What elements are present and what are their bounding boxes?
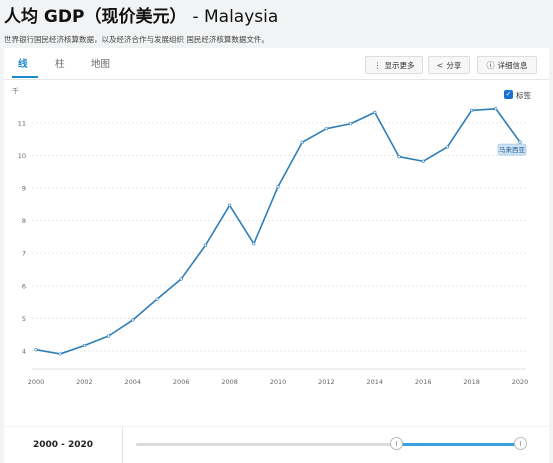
range-slider-fill xyxy=(396,443,521,446)
x-tick-label: 2002 xyxy=(76,378,93,386)
data-point xyxy=(470,108,474,113)
x-tick-label: 2020 xyxy=(512,378,529,386)
y-tick-label: 4 xyxy=(22,348,26,356)
x-tick-label: 2000 xyxy=(28,378,45,386)
x-tick-label: 2004 xyxy=(125,378,142,386)
data-point xyxy=(179,277,183,281)
x-tick-label: 2008 xyxy=(221,378,238,386)
info-icon: ⓘ xyxy=(486,60,495,70)
y-tick-label: 7 xyxy=(22,250,26,258)
series-end-label-box xyxy=(497,143,527,156)
data-point xyxy=(155,297,159,301)
data-point xyxy=(34,348,38,352)
data-point xyxy=(324,127,329,131)
range-start-handle[interactable] xyxy=(390,437,403,450)
data-point xyxy=(58,352,62,356)
range-end-handle[interactable] xyxy=(514,437,527,450)
y-tick-label: 6 xyxy=(22,282,26,290)
label-toggle-checkbox[interactable]: ✓ xyxy=(504,90,513,99)
y-tick-label: 8 xyxy=(22,217,26,225)
chart-tabs: 线 柱 地图 xyxy=(4,48,204,78)
data-point xyxy=(228,203,232,207)
details-button[interactable]: ⓘ 详细信息 xyxy=(477,56,537,74)
y-unit-label: 千 xyxy=(12,86,19,95)
x-tick-label: 2010 xyxy=(270,378,287,386)
y-tick-label: 9 xyxy=(22,185,26,193)
more-vertical-icon: ⋮ xyxy=(373,60,382,70)
share-icon: < xyxy=(436,60,444,70)
x-tick-label: 2012 xyxy=(318,378,335,386)
data-point xyxy=(518,140,522,144)
y-tick-label: 10 xyxy=(18,152,26,160)
data-point xyxy=(494,107,498,111)
chart-card: 线 柱 地图 ⋮ 显示更多 < 分享 ⓘ 详细信息 ✓ 标签 千 4 5 6 7 8 9 10… xyxy=(4,48,549,426)
y-tick-label: 5 xyxy=(22,315,26,323)
y-tick-label: 11 xyxy=(18,119,26,127)
data-point xyxy=(252,242,256,246)
show-more-button[interactable]: ⋮ 显示更多 xyxy=(365,56,423,74)
data-point xyxy=(349,122,353,126)
title-text: 人均 GDP（现价美元） xyxy=(4,7,187,27)
data-point xyxy=(445,145,450,149)
data-point xyxy=(106,334,111,338)
data-point xyxy=(203,243,207,247)
country-name: - Malaysia xyxy=(192,7,279,27)
tab-divider xyxy=(4,79,549,80)
share-label: 分享 xyxy=(446,60,462,70)
label-toggle-text: 标签 xyxy=(516,91,531,100)
details-label: 详细信息 xyxy=(497,60,528,70)
tab-line[interactable]: 线 xyxy=(18,59,28,70)
x-tick-label: 2006 xyxy=(173,378,190,386)
x-tick-label: 2014 xyxy=(367,378,384,386)
show-more-label: 显示更多 xyxy=(384,60,415,70)
x-tick-label: 2016 xyxy=(415,378,432,386)
data-point xyxy=(300,140,304,144)
page-title: 人均 GDP（现价美元） - Malaysia xyxy=(4,2,278,27)
data-point xyxy=(82,343,86,348)
data-point xyxy=(373,110,377,114)
tab-map[interactable]: 地图 xyxy=(91,59,111,70)
line-chart: 千 4 5 6 7 8 9 10 11 2000 2002 2004 2006 2008 2010 2012 2… xyxy=(12,86,529,386)
share-button[interactable]: < 分享 xyxy=(428,56,470,74)
data-point xyxy=(397,155,401,159)
active-tab-indicator xyxy=(12,76,38,78)
data-point xyxy=(276,185,280,189)
x-tick-label: 2018 xyxy=(463,378,480,386)
data-point xyxy=(131,318,135,322)
tab-bar[interactable]: 柱 xyxy=(55,59,65,70)
series-end-label: 马来西亚 xyxy=(499,146,526,154)
source-note: 世界银行国民经济核算数据，以及经济合作与发展组织 国民经济核算数据文件。 xyxy=(4,35,269,44)
data-point xyxy=(421,159,425,163)
range-selector: 2000 - 2020 xyxy=(4,427,549,463)
range-slider-track[interactable] xyxy=(136,443,521,446)
range-label: 2000 - 2020 xyxy=(4,427,123,463)
